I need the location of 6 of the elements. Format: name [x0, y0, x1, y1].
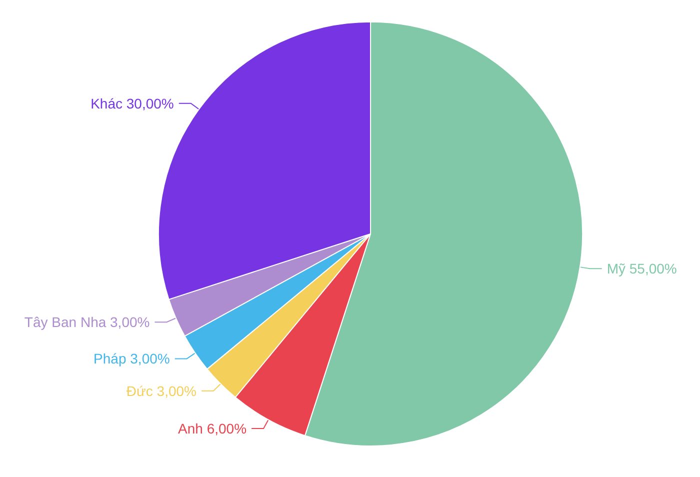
slice-label: Anh 6,00% [178, 420, 247, 436]
slice-label: Tây Ban Nha 3,00% [24, 314, 150, 330]
slice-label: Đức 3,00% [126, 382, 196, 399]
slice-label: Pháp 3,00% [94, 350, 170, 367]
slice-label: Mỹ 55,00% [606, 260, 677, 277]
slice-label: Khác 30,00% [90, 95, 174, 112]
